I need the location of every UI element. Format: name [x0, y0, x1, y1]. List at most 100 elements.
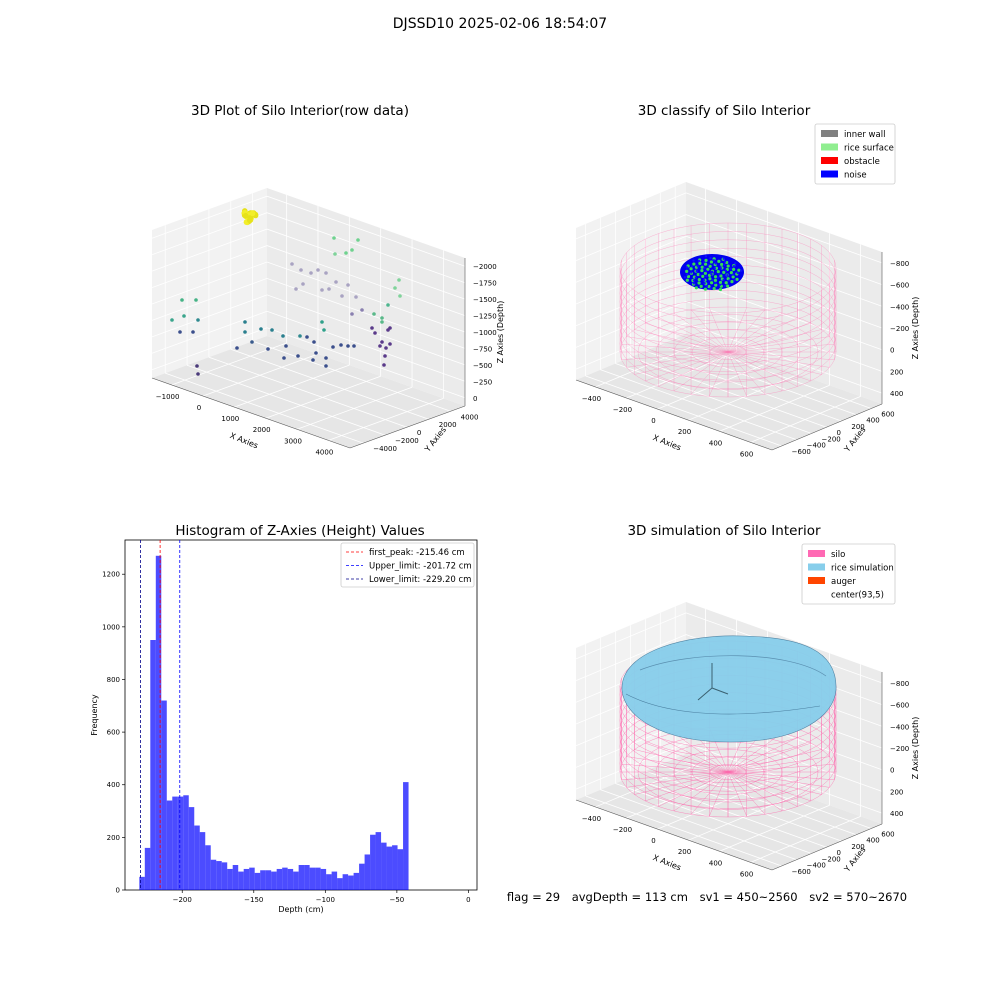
x-tick-label: 600: [740, 870, 753, 878]
z-tick-label: 400: [890, 810, 903, 818]
noise-point: [723, 260, 727, 263]
x-tick-label: 1000: [221, 415, 239, 423]
noise-point: [692, 259, 695, 262]
scatter-point: [320, 288, 324, 292]
legend-label: noise: [844, 171, 867, 181]
z-tick-label: −500: [473, 362, 492, 370]
histogram-bar: [287, 868, 294, 890]
grid-line: [575, 300, 883, 372]
rice-surface-point: [697, 281, 701, 285]
rice-simulation-surface: [621, 635, 837, 743]
noise-point: [705, 274, 708, 278]
y-axis-line: [771, 823, 883, 871]
scatter-point: [324, 356, 328, 360]
rice-surface-point: [718, 280, 723, 285]
histogram-bar: [337, 878, 343, 890]
rice-surface-point: [709, 260, 714, 264]
scatter-point: [194, 298, 198, 302]
histogram-plot: −200 −150 −100 −50 0 0 200 400 600 800 1000 1200 Dep…: [90, 539, 478, 914]
scatter-point: [309, 271, 313, 275]
z-axis-label: Z Axies (Depth): [911, 297, 920, 360]
rice-surface-point: [713, 278, 718, 282]
noise-point: [705, 284, 709, 288]
y-axis-line: [771, 403, 883, 451]
x-tick-label: 0: [651, 417, 655, 425]
z-tick-label: −1500: [473, 296, 497, 304]
silo-floor-ring: [673, 329, 783, 375]
scatter-point: [316, 268, 320, 272]
histogram-bar: [315, 867, 321, 890]
x-tick-label: 2000: [253, 426, 271, 434]
rice-surface-point: [714, 283, 718, 287]
scatter-point: [386, 303, 390, 307]
scatter-point: [398, 294, 402, 298]
silo-floor-ring: [709, 764, 747, 780]
scatter-point: [324, 364, 328, 368]
noise-point: [731, 273, 735, 276]
z-tick-label: −400: [890, 723, 909, 731]
grid-line: [151, 261, 466, 333]
grid-line: [585, 375, 782, 447]
grid-line: [600, 369, 797, 441]
z-tick-label: 0: [890, 767, 894, 775]
silo-floor-ring: [655, 321, 801, 383]
scatter-point: [344, 251, 348, 255]
rice-surface-point: [700, 268, 704, 273]
x-tick-label: 200: [678, 428, 691, 436]
noise-point: [714, 281, 717, 285]
y-tick-label: 4000: [461, 413, 479, 421]
y-tick-label: 200: [107, 834, 120, 842]
histogram-title: Histogram of Z-Axies (Height) Values: [175, 523, 425, 539]
noise-point: [729, 267, 733, 270]
scatter-point: [373, 331, 377, 335]
legend-box: [814, 123, 896, 185]
scatter-point: [299, 268, 303, 272]
noise-point: [723, 263, 726, 266]
histogram-bar: [293, 871, 299, 890]
noise-point: [685, 266, 689, 269]
legend-swatch: [808, 550, 825, 557]
scatter-point: [180, 298, 184, 302]
silo-floor-ring: [709, 344, 747, 360]
noise-point: [736, 271, 739, 275]
grid-line: [657, 782, 768, 830]
noise-point: [692, 279, 696, 282]
legend-label: center(93,5): [831, 591, 884, 601]
noise-point: [719, 266, 723, 270]
histogram-bar: [221, 862, 228, 890]
grid-line: [151, 228, 466, 300]
y-axis-label: Frequency: [90, 694, 99, 736]
scatter-point: [331, 345, 335, 349]
histogram-bar: [144, 847, 151, 890]
noise-point: [690, 271, 693, 274]
scatter-point: [380, 340, 384, 344]
scatter-point: [298, 334, 302, 338]
x-tick-label: −200: [613, 406, 632, 414]
grid-line: [750, 395, 861, 443]
scatter-point: [372, 312, 376, 316]
rice-surface-point: [699, 284, 703, 288]
grid-line: [151, 245, 466, 316]
noise-point: [683, 276, 687, 279]
figure-title: DJSSD10 2025-02-06 18:54:07: [392, 16, 608, 32]
noise-point: [703, 266, 706, 270]
rice-surface-point: [689, 267, 693, 271]
grid-line: [575, 192, 883, 264]
grid-line: [660, 344, 857, 416]
histogram-bar: [216, 861, 222, 890]
y-tick-label: 600: [881, 411, 894, 419]
scatter-point: [259, 327, 263, 331]
scatter-point: [382, 363, 386, 367]
grid-line: [585, 795, 782, 867]
noise-point: [722, 257, 726, 260]
rice-surface-point: [697, 277, 701, 282]
x-tick-label: 200: [678, 848, 691, 856]
legend-label: obstacle: [844, 157, 880, 167]
histogram-bar: [386, 846, 393, 890]
legend-swatch: [821, 157, 838, 164]
grid-line: [688, 373, 799, 421]
silo-floor-ring: [691, 756, 765, 788]
legend-box: [340, 542, 475, 588]
